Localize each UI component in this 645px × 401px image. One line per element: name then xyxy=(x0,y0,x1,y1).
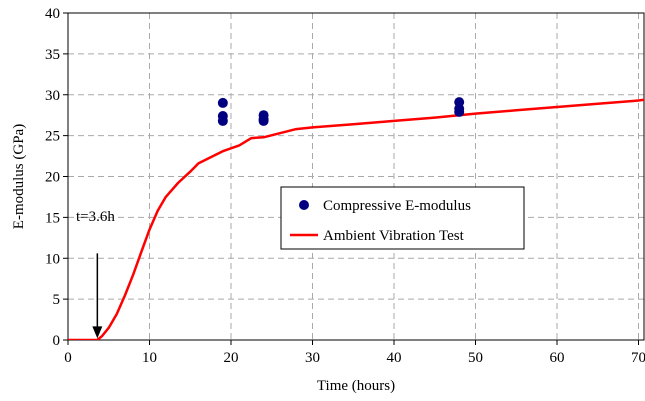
annotation-text: t=3.6h xyxy=(76,209,115,225)
tick-label-y: 20 xyxy=(45,170,60,186)
tick-label-x: 10 xyxy=(142,350,157,366)
tick-label-x: 20 xyxy=(224,350,239,366)
data-point-compressive xyxy=(454,106,465,117)
legend-marker-compressive xyxy=(299,200,309,210)
data-point-compressive xyxy=(217,115,228,126)
data-point-compressive xyxy=(258,115,269,126)
tick-label-y: 10 xyxy=(45,251,60,267)
tick-label-x: 60 xyxy=(550,350,565,366)
tick-label-x: 0 xyxy=(64,350,72,366)
tick-label-y: 15 xyxy=(45,210,60,226)
tick-label-x: 50 xyxy=(468,350,483,366)
annotation: t=3.6h xyxy=(76,209,115,339)
tick-label-y: 5 xyxy=(53,292,61,308)
grid-lines xyxy=(68,13,644,340)
tick-label-y: 40 xyxy=(45,6,60,22)
plot-area xyxy=(67,12,645,341)
annotation-arrowhead xyxy=(92,326,103,339)
data-point-compressive xyxy=(217,97,228,108)
tick-label-y: 35 xyxy=(45,47,60,63)
tick-label-y: 30 xyxy=(45,88,60,104)
legend-label-ambient: Ambient Vibration Test xyxy=(323,228,465,244)
legend-box xyxy=(280,186,525,250)
tick-label-x: 30 xyxy=(305,350,320,366)
tick-label-x: 70 xyxy=(631,350,645,366)
x-axis-label: Time (hours) xyxy=(317,378,395,394)
tick-label-y: 0 xyxy=(53,333,61,349)
y-axis-label: E-modulus (GPa) xyxy=(11,124,27,229)
tick-label-x: 40 xyxy=(387,350,402,366)
series-line-ambient xyxy=(68,98,644,340)
legend: Compressive E-modulus Ambient Vibration … xyxy=(280,186,525,250)
series-layer xyxy=(68,97,644,340)
legend-label-compressive: Compressive E-modulus xyxy=(323,198,471,214)
axis-ticks xyxy=(63,12,639,345)
tick-labels: 0 5 10 15 20 25 30 35 40 0 10 20 30 40 50 60 70 xyxy=(45,6,645,366)
tick-label-y: 25 xyxy=(45,129,60,145)
